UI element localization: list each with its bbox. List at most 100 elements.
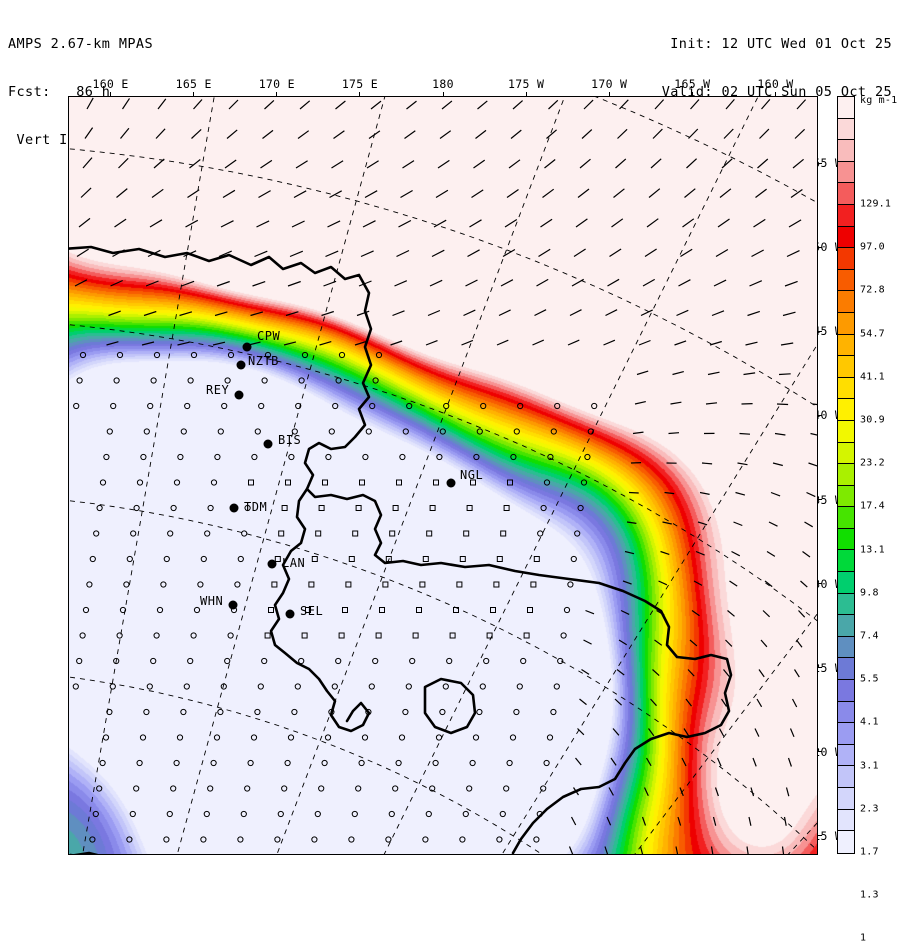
grid-point-circle (288, 735, 293, 740)
wind-barb (746, 342, 758, 345)
station-dot-ngl[interactable] (447, 479, 456, 488)
grid-point-circle (114, 378, 119, 383)
wind-barb (150, 220, 162, 227)
wind-barb (653, 129, 662, 138)
grid-point-circle (440, 429, 445, 434)
grid-point-circle (90, 837, 95, 842)
grid-point-circle (292, 709, 297, 714)
grid-point-circle (349, 837, 354, 842)
wind-barb (691, 100, 700, 110)
wind-barb (757, 699, 762, 707)
wind-barb (543, 189, 554, 197)
grid-point-circle (137, 480, 142, 485)
grid-point-circle (238, 837, 243, 842)
wind-barb (75, 280, 87, 286)
wind-barb (635, 402, 646, 404)
parallel-3 (69, 492, 817, 854)
grid-point-square (356, 506, 361, 511)
grid-point-circle (248, 760, 253, 765)
grid-point-circle (215, 454, 220, 459)
grid-point-circle (104, 454, 109, 459)
grid-point-circle (356, 786, 361, 791)
grid-point-circle (147, 684, 152, 689)
wind-barb (747, 847, 748, 855)
station-dot-lan[interactable] (268, 560, 277, 569)
wind-barb (689, 129, 698, 139)
right-axis-tick-3 (818, 415, 822, 416)
wind-barb (261, 160, 272, 168)
wind-barb (188, 190, 200, 198)
grid-point-circle (73, 684, 78, 689)
wind-barb (809, 463, 818, 466)
colorbar-label-12: 4.1 (860, 717, 879, 728)
grid-point-square (397, 480, 402, 485)
wind-barb (734, 522, 743, 526)
station-dot-rey[interactable] (235, 391, 244, 400)
grid-point-circle (521, 658, 526, 663)
wind-barb (221, 221, 234, 227)
wind-barb (580, 699, 587, 705)
wind-barb (696, 552, 705, 556)
wind-barb (580, 159, 591, 168)
wind-barb (718, 758, 722, 766)
station-dot-bis[interactable] (264, 440, 273, 449)
colorbar-segment-29 (838, 723, 854, 745)
grid-point-circle (161, 582, 166, 587)
wind-barb (119, 158, 129, 168)
wind-barb (604, 340, 615, 345)
station-dot-nztb[interactable] (237, 361, 246, 370)
wind-barb (320, 342, 332, 345)
colorbar-segment-18 (838, 486, 854, 508)
grid-point-circle (194, 607, 199, 612)
top-axis-label-0: 160 E (92, 77, 128, 91)
wind-barb (426, 341, 438, 345)
grid-point-circle (225, 658, 230, 663)
wind-barb (582, 670, 590, 675)
station-dot-cpw[interactable] (243, 343, 252, 352)
wind-barb (620, 100, 629, 109)
grid-point-square (323, 480, 328, 485)
right-axis-tick-1 (818, 247, 822, 248)
wind-barb (712, 847, 714, 855)
grid-point-circle (463, 811, 468, 816)
grid-point-square (302, 633, 307, 638)
grid-point-circle (211, 760, 216, 765)
right-axis-tick-7 (818, 751, 822, 752)
station-dot-whn[interactable] (229, 601, 238, 610)
right-axis-tick-2 (818, 331, 822, 332)
grid-point-circle (440, 709, 445, 714)
wind-barb (633, 432, 644, 433)
grid-point-circle (255, 709, 260, 714)
colorbar-units-label: kg m-1 s-1 (860, 95, 900, 106)
wind-barb (472, 190, 484, 198)
wind-barb (324, 281, 337, 286)
grid-point-square (434, 480, 439, 485)
wind-barb (716, 250, 728, 257)
wind-barb (257, 221, 270, 227)
wind-barb (736, 493, 745, 496)
wind-barb (428, 311, 440, 316)
wind-barb (643, 817, 646, 826)
wind-barb (582, 130, 592, 139)
grid-point-circle (177, 735, 182, 740)
wind-barb (121, 128, 129, 138)
grid-point-square (272, 582, 277, 587)
colorbar-segment-4 (838, 183, 854, 205)
colorbar-segment-34 (838, 831, 854, 853)
colorbar-segment-5 (838, 205, 854, 227)
top-axis-label-8: 160 W (757, 77, 793, 91)
grid-point-circle (174, 480, 179, 485)
grid-point-circle (547, 735, 552, 740)
parallel-4 (69, 317, 817, 768)
grid-point-circle (141, 454, 146, 459)
grid-point-circle (329, 429, 334, 434)
grid-point-circle (322, 760, 327, 765)
wind-barb (468, 250, 480, 257)
station-dot-sel[interactable] (286, 610, 295, 619)
grid-point-circle (295, 684, 300, 689)
grid-point-circle (504, 786, 509, 791)
grid-point-circle (481, 403, 486, 408)
grid-point-circle (208, 505, 213, 510)
station-dot-tdm[interactable] (230, 504, 239, 513)
